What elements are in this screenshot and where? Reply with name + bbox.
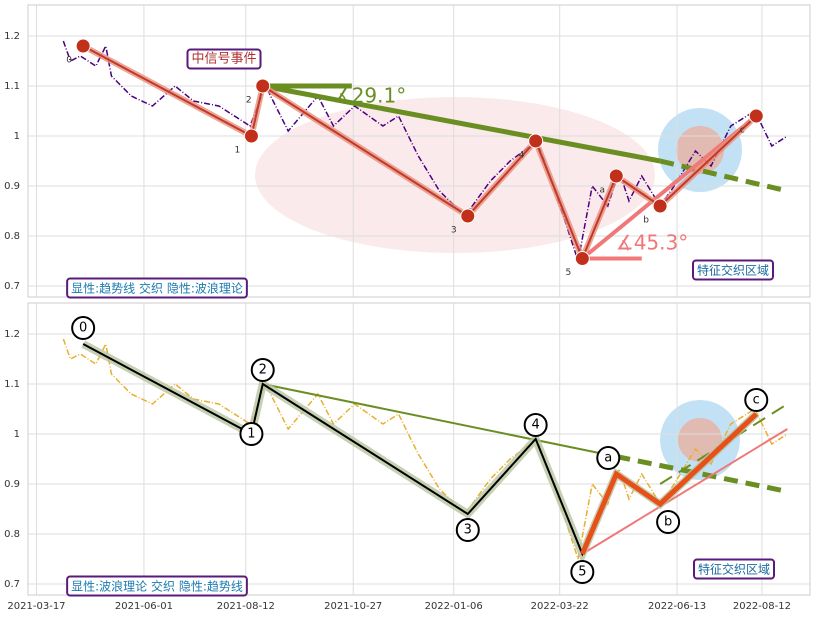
wave-label: c (740, 126, 745, 136)
plot-layer: 0.7 0.8 0.9 1 1.1 1.2 0 1 2 3 4 5 a b c 中信号事件 ∡29.1° ∡45.… (4, 5, 810, 612)
x-tick-label: 2021-06-01 (115, 601, 173, 612)
wave-marker (608, 168, 624, 184)
wave-label: a (600, 186, 606, 196)
y-tick-label: 0.9 (4, 479, 20, 490)
annotation: 显性:波浪理论 交织 隐性:趋势线 (71, 579, 243, 594)
wave-marker (744, 388, 769, 412)
annotation-box (66, 575, 248, 597)
wave-label: 3 (451, 226, 457, 236)
trend-line (262, 83, 661, 164)
wave-marker (75, 38, 91, 54)
annotation: 显性:趋势线 交织 隐性:波浪理论 (71, 281, 243, 296)
annotation-box (186, 48, 262, 70)
x-tick-label: 2022-06-13 (648, 601, 706, 612)
wave-label: c (753, 393, 760, 408)
wave-marker (255, 78, 271, 94)
x-tick-label: 2022-08-12 (733, 601, 791, 612)
y-tick-label: 0.9 (4, 181, 20, 192)
trend-line (615, 454, 788, 494)
wave-label: 2 (259, 363, 267, 378)
y-tick-label: 0.8 (4, 529, 20, 540)
wave-label: 4 (532, 418, 540, 433)
wave-label: 5 (578, 565, 586, 580)
y-tick-label: 0.8 (4, 231, 20, 242)
annotation: 中信号事件 (191, 52, 256, 67)
wave-label: a (604, 451, 612, 466)
wave-label: 0 (79, 321, 87, 336)
wave-marker (250, 358, 275, 382)
wave-marker (239, 422, 264, 446)
wave-label: b (643, 216, 649, 226)
trend-line (262, 383, 617, 458)
annotation: 特征交织区域 (698, 562, 770, 577)
x-tick-label: 2021-08-12 (217, 601, 275, 612)
wave-marker (596, 446, 621, 470)
wave-marker (455, 518, 480, 542)
wave-label: 0 (66, 56, 72, 66)
annotation-box (691, 259, 775, 281)
wave-label: 5 (565, 268, 571, 278)
wave-marker (243, 128, 259, 144)
zone-circle (676, 126, 724, 174)
y-tick-label: 0.7 (4, 579, 20, 590)
wave-label: 4 (519, 151, 525, 161)
wave-tail (580, 412, 758, 555)
y-tick-label: 1.2 (4, 31, 20, 42)
wave-marker (656, 510, 681, 534)
wave-label: 2 (246, 96, 252, 106)
x-tick-label: 2022-01-06 (425, 601, 483, 612)
trend-line (581, 428, 788, 555)
wave-marker (748, 108, 764, 124)
y-tick-label: 1.2 (4, 329, 20, 340)
wave-label: 3 (464, 523, 472, 538)
annotation: ∡29.1° (334, 84, 406, 108)
wave-marker (523, 413, 548, 437)
y-tick-label: 1.1 (4, 81, 20, 92)
y-tick-label: 1.1 (4, 379, 20, 390)
wave-marker (570, 560, 595, 584)
wave-label: b (664, 515, 672, 530)
annotation-box (692, 558, 776, 580)
wave-marker (71, 316, 96, 340)
x-tick-label: 2022-03-22 (531, 601, 589, 612)
x-tick-label: 2021-10-27 (324, 601, 382, 612)
annotation: 特征交织区域 (697, 263, 769, 278)
wave-label: 1 (247, 427, 255, 442)
wave-marker (652, 198, 668, 214)
wave-marker (460, 208, 476, 224)
wave-marker (574, 251, 590, 266)
annotation-box (66, 277, 248, 299)
x-tick-label: 2021-03-17 (7, 601, 65, 612)
wave-marker (528, 133, 544, 149)
y-tick-label: 0.7 (4, 281, 20, 292)
annotation: ∡45.3° (616, 231, 688, 255)
y-tick-label: 1 (14, 429, 20, 440)
wave-label: 1 (235, 146, 241, 156)
y-tick-label: 1 (14, 131, 20, 142)
